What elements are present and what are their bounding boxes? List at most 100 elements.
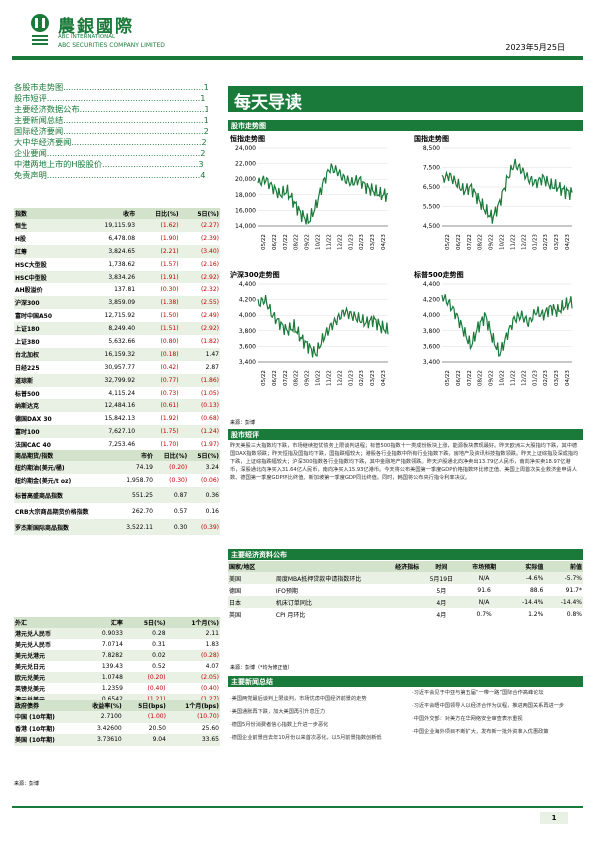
- row-label: 富时100: [14, 425, 81, 439]
- x-tick-label: 12/22: [521, 370, 527, 386]
- cell-value: (1.86): [179, 373, 220, 387]
- y-tick-label: 3,800: [423, 328, 440, 335]
- column-header: 前值: [544, 561, 583, 572]
- y-tick-label: 4,200: [239, 297, 256, 304]
- y-tick-label: 24,000: [235, 145, 256, 152]
- table-header-row: 指数 收市 日比(%) 5日(%): [14, 208, 220, 219]
- row-label: 纳斯达克: [14, 399, 81, 413]
- row-label: 上证380: [15, 338, 40, 346]
- table-row: 美元兑人民币 7.0714 0.31 1.83: [14, 639, 220, 650]
- x-tick-label: 05/22: [445, 370, 451, 386]
- cell-value: (0.73): [160, 389, 179, 397]
- x-tick-label: 11/22: [510, 234, 516, 250]
- column-header: 汇率: [82, 617, 124, 628]
- x-tick-label: 03/23: [554, 234, 560, 250]
- cell-value: 15,842.13: [104, 415, 136, 423]
- row-label: 日本: [228, 596, 275, 608]
- cell-value: 1.0748: [82, 672, 124, 683]
- toc-item[interactable]: 中港两地上市的H股股价.............................…: [14, 159, 204, 169]
- cell-value: 30,957.77: [104, 363, 136, 371]
- row-label: HSC大型股: [15, 261, 47, 269]
- row-label: 上证180: [14, 322, 81, 336]
- table-row: 美国 周度MBA抵押贷款申请指数环比 5月19日 N/A -4.6% -5.7%: [228, 572, 583, 584]
- cell-value: IFO预期: [275, 587, 298, 595]
- cell-value: (2.92): [179, 270, 220, 284]
- column-header: 政府债券: [14, 700, 77, 711]
- toc-item[interactable]: 主要经济数据公布................................…: [14, 104, 208, 114]
- x-tick-label: 06/22: [456, 234, 462, 250]
- toc-item[interactable]: 大中华经济要闻.................................…: [14, 137, 207, 147]
- toc-item[interactable]: 主要新闻总结..................................…: [14, 115, 208, 125]
- x-tick-label: 02/23: [543, 370, 549, 386]
- column-header: 日比(%): [136, 208, 180, 219]
- table-row: 罗杰斯国际商品指数 3,522.11 0.30 (0.39): [14, 519, 220, 535]
- toc-item[interactable]: 国际经济要闻..................................…: [14, 126, 208, 136]
- cell-value: 0.02: [123, 650, 167, 661]
- chart-title: 国指走势图: [414, 135, 449, 143]
- column-header: 5日(bps): [122, 700, 167, 711]
- x-tick-label: 10/22: [500, 370, 506, 386]
- cell-value: 5月: [436, 587, 447, 595]
- cell-value: (0.61): [136, 399, 180, 413]
- cell-value: 8,249.40: [80, 322, 137, 336]
- index-chart: 恒指走势图 24,000 22,000 20,000 18,000 16,000 14,00…: [230, 134, 400, 264]
- cell-value: 2.7100: [76, 711, 123, 723]
- cell-value: (1.24): [179, 425, 220, 439]
- x-tick-label: 07/22: [283, 370, 289, 386]
- y-tick-label: 4,000: [239, 312, 256, 319]
- x-tick-label: 08/22: [478, 370, 484, 386]
- cell-value: 5,632.66: [108, 337, 136, 345]
- table-row: 富时100 7,627.10 (1.75) (1.24): [14, 425, 220, 439]
- toc-item[interactable]: 免责声明....................................…: [14, 170, 206, 180]
- cell-value: (0.18): [136, 347, 180, 361]
- index-chart: 国指走势图 8,500 7,500 6,500 5,500 4,500 05/22 06/22…: [414, 134, 584, 264]
- index-line: [257, 163, 389, 225]
- toc-item[interactable]: 企业要闻....................................…: [14, 148, 206, 158]
- table-header-row: 商品期货/指数 市价 日比(%) 5日(%): [14, 450, 220, 461]
- company-logo: [30, 12, 50, 46]
- row-label: 美元兑港元: [14, 650, 83, 661]
- y-tick-label: 4,400: [239, 281, 256, 288]
- x-tick-label: 10/22: [500, 234, 506, 250]
- x-tick-label: 07/22: [467, 370, 473, 386]
- index-chart: 标普500走势图 4,400 4,200 4,000 3,800 3,600 3,400 05…: [414, 270, 584, 400]
- cell-value: (1.00): [122, 711, 167, 723]
- cell-value: (0.40): [147, 685, 166, 692]
- cell-value: 2.87: [205, 363, 219, 371]
- cell-value: 7.8282: [82, 650, 124, 661]
- toc-item[interactable]: 股市短评....................................…: [14, 93, 206, 103]
- x-tick-label: 01/23: [348, 370, 354, 386]
- x-tick-label: 06/22: [456, 370, 462, 386]
- cell-value: (1.05): [200, 389, 219, 397]
- cell-value: (1.92): [160, 415, 179, 423]
- table-row: H股 6,478.08 (1.90) (2.39): [14, 232, 220, 245]
- cell-value: 9.04: [122, 734, 167, 746]
- cell-value: (2.55): [179, 296, 220, 310]
- cell-value: 0.28: [123, 628, 167, 639]
- toc-item[interactable]: 各股市走势图..................................…: [14, 82, 208, 92]
- cell-value: 1,958.70: [126, 477, 153, 484]
- cell-value: (1.70): [160, 441, 179, 449]
- cell-value: (0.20): [123, 672, 167, 683]
- column-header: 经济指标: [274, 561, 421, 572]
- table-row: 纳斯达克 12,484.16 (0.61) (0.13): [14, 399, 220, 413]
- cell-value: (1.82): [200, 337, 219, 345]
- cell-value: 25.60: [201, 724, 219, 732]
- chart-title: 沪深300走势图: [230, 271, 280, 279]
- table-row: 英国 CPI 月环比 4月 0.7% 1.2% 0.8%: [228, 608, 583, 620]
- cell-value: (0.28): [166, 650, 220, 661]
- cell-value: 3.42600: [96, 724, 122, 732]
- table-row: CRB大宗商品期货价格指数 262.70 0.57 0.16: [14, 503, 220, 519]
- header-divider: [12, 56, 583, 60]
- row-label: 沪深300: [14, 296, 81, 310]
- x-tick-label: 07/22: [283, 234, 289, 250]
- cell-value: 4月: [436, 611, 447, 619]
- cell-value: (2.05): [166, 672, 220, 683]
- cell-value: 1.2359: [101, 685, 123, 692]
- table-row: 美国 (10年期) 3.73610 9.04 33.65: [14, 734, 220, 746]
- x-tick-label: 01/23: [532, 370, 538, 386]
- table-row: 富时中国A50 12,715.92 (1.50) (2.49): [14, 309, 220, 322]
- cell-value: (0.39): [188, 519, 220, 535]
- cell-value: (0.77): [136, 373, 180, 387]
- page-title: 每天导读: [228, 86, 583, 113]
